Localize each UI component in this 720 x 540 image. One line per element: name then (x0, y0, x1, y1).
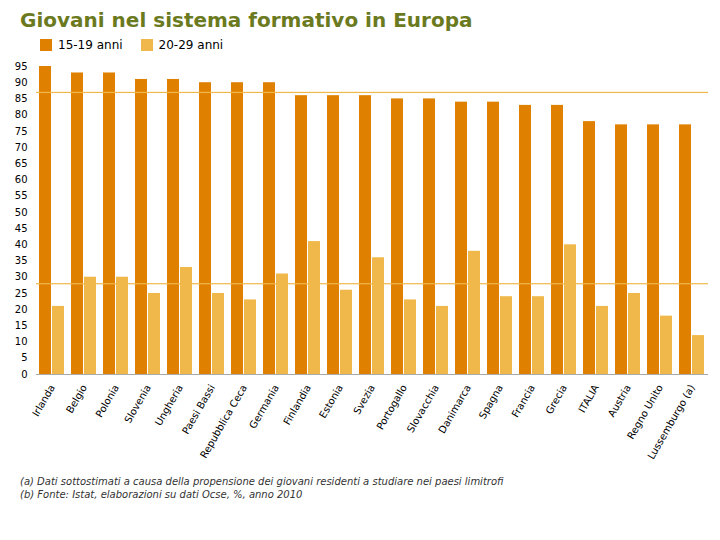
svg-text:95: 95 (15, 61, 28, 72)
svg-text:ITALIA: ITALIA (576, 382, 601, 414)
svg-text:5: 5 (21, 352, 27, 363)
svg-text:Estonia: Estonia (317, 383, 345, 420)
svg-text:35: 35 (15, 255, 28, 266)
svg-text:55: 55 (15, 190, 28, 201)
html-text:20-29 anni: 20-29 anni (158, 38, 224, 52)
svg-text:Repubblica Ceca: Repubblica Ceca (198, 383, 249, 461)
svg-text:Portogallo: Portogallo (374, 383, 409, 432)
svg-text:Germania: Germania (247, 383, 281, 431)
svg-text:75: 75 (15, 126, 28, 137)
svg-text:Grecia: Grecia (543, 383, 569, 416)
svg-text:Slovenia: Slovenia (122, 383, 153, 425)
svg-text:Slovacchia: Slovacchia (405, 383, 441, 435)
svg-text:Lussemburgo (a): Lussemburgo (a) (645, 383, 697, 462)
svg-text:Paesi Bassi: Paesi Bassi (180, 383, 217, 436)
svg-text:70: 70 (15, 142, 28, 153)
svg-text:Spagna: Spagna (477, 383, 505, 421)
svg-text:20: 20 (15, 304, 28, 315)
svg-text:10: 10 (15, 336, 28, 347)
svg-text:25: 25 (15, 288, 28, 299)
svg-text:50: 50 (15, 207, 28, 218)
html-text:(a) Dati sottostimati a causa: (a) Dati sottostimati a causa della prop… (20, 476, 504, 487)
svg-text:30: 30 (15, 271, 28, 282)
svg-text:15: 15 (15, 320, 28, 331)
svg-text:45: 45 (15, 223, 28, 234)
svg-text:Svezia: Svezia (351, 383, 377, 417)
svg-text:80: 80 (15, 109, 28, 120)
svg-text:Belgio: Belgio (64, 383, 89, 415)
html-text:15-19 anni: 15-19 anni (58, 38, 123, 52)
svg-text:Austria: Austria (606, 383, 633, 419)
svg-text:Polonia: Polonia (94, 383, 121, 420)
svg-text:85: 85 (15, 93, 28, 104)
html-text:Giovani nel sistema formativo: Giovani nel sistema formativo in Europa (20, 8, 473, 32)
svg-text:Irlanda: Irlanda (30, 383, 57, 419)
html-text:(b) Fonte: Istat, elaborazioni: (b) Fonte: Istat, elaborazioni su dati O… (20, 489, 303, 500)
svg-text:Regno Unito: Regno Unito (624, 382, 665, 441)
svg-text:40: 40 (15, 239, 28, 250)
svg-text:65: 65 (15, 158, 28, 169)
svg-text:Finlandia: Finlandia (281, 383, 313, 427)
svg-text:0: 0 (21, 369, 27, 380)
svg-text:60: 60 (15, 174, 28, 185)
svg-text:90: 90 (15, 77, 28, 88)
svg-text:Francia: Francia (509, 383, 537, 420)
svg-text:Ungheria: Ungheria (153, 383, 185, 428)
svg-text:Danimarca: Danimarca (436, 383, 473, 436)
